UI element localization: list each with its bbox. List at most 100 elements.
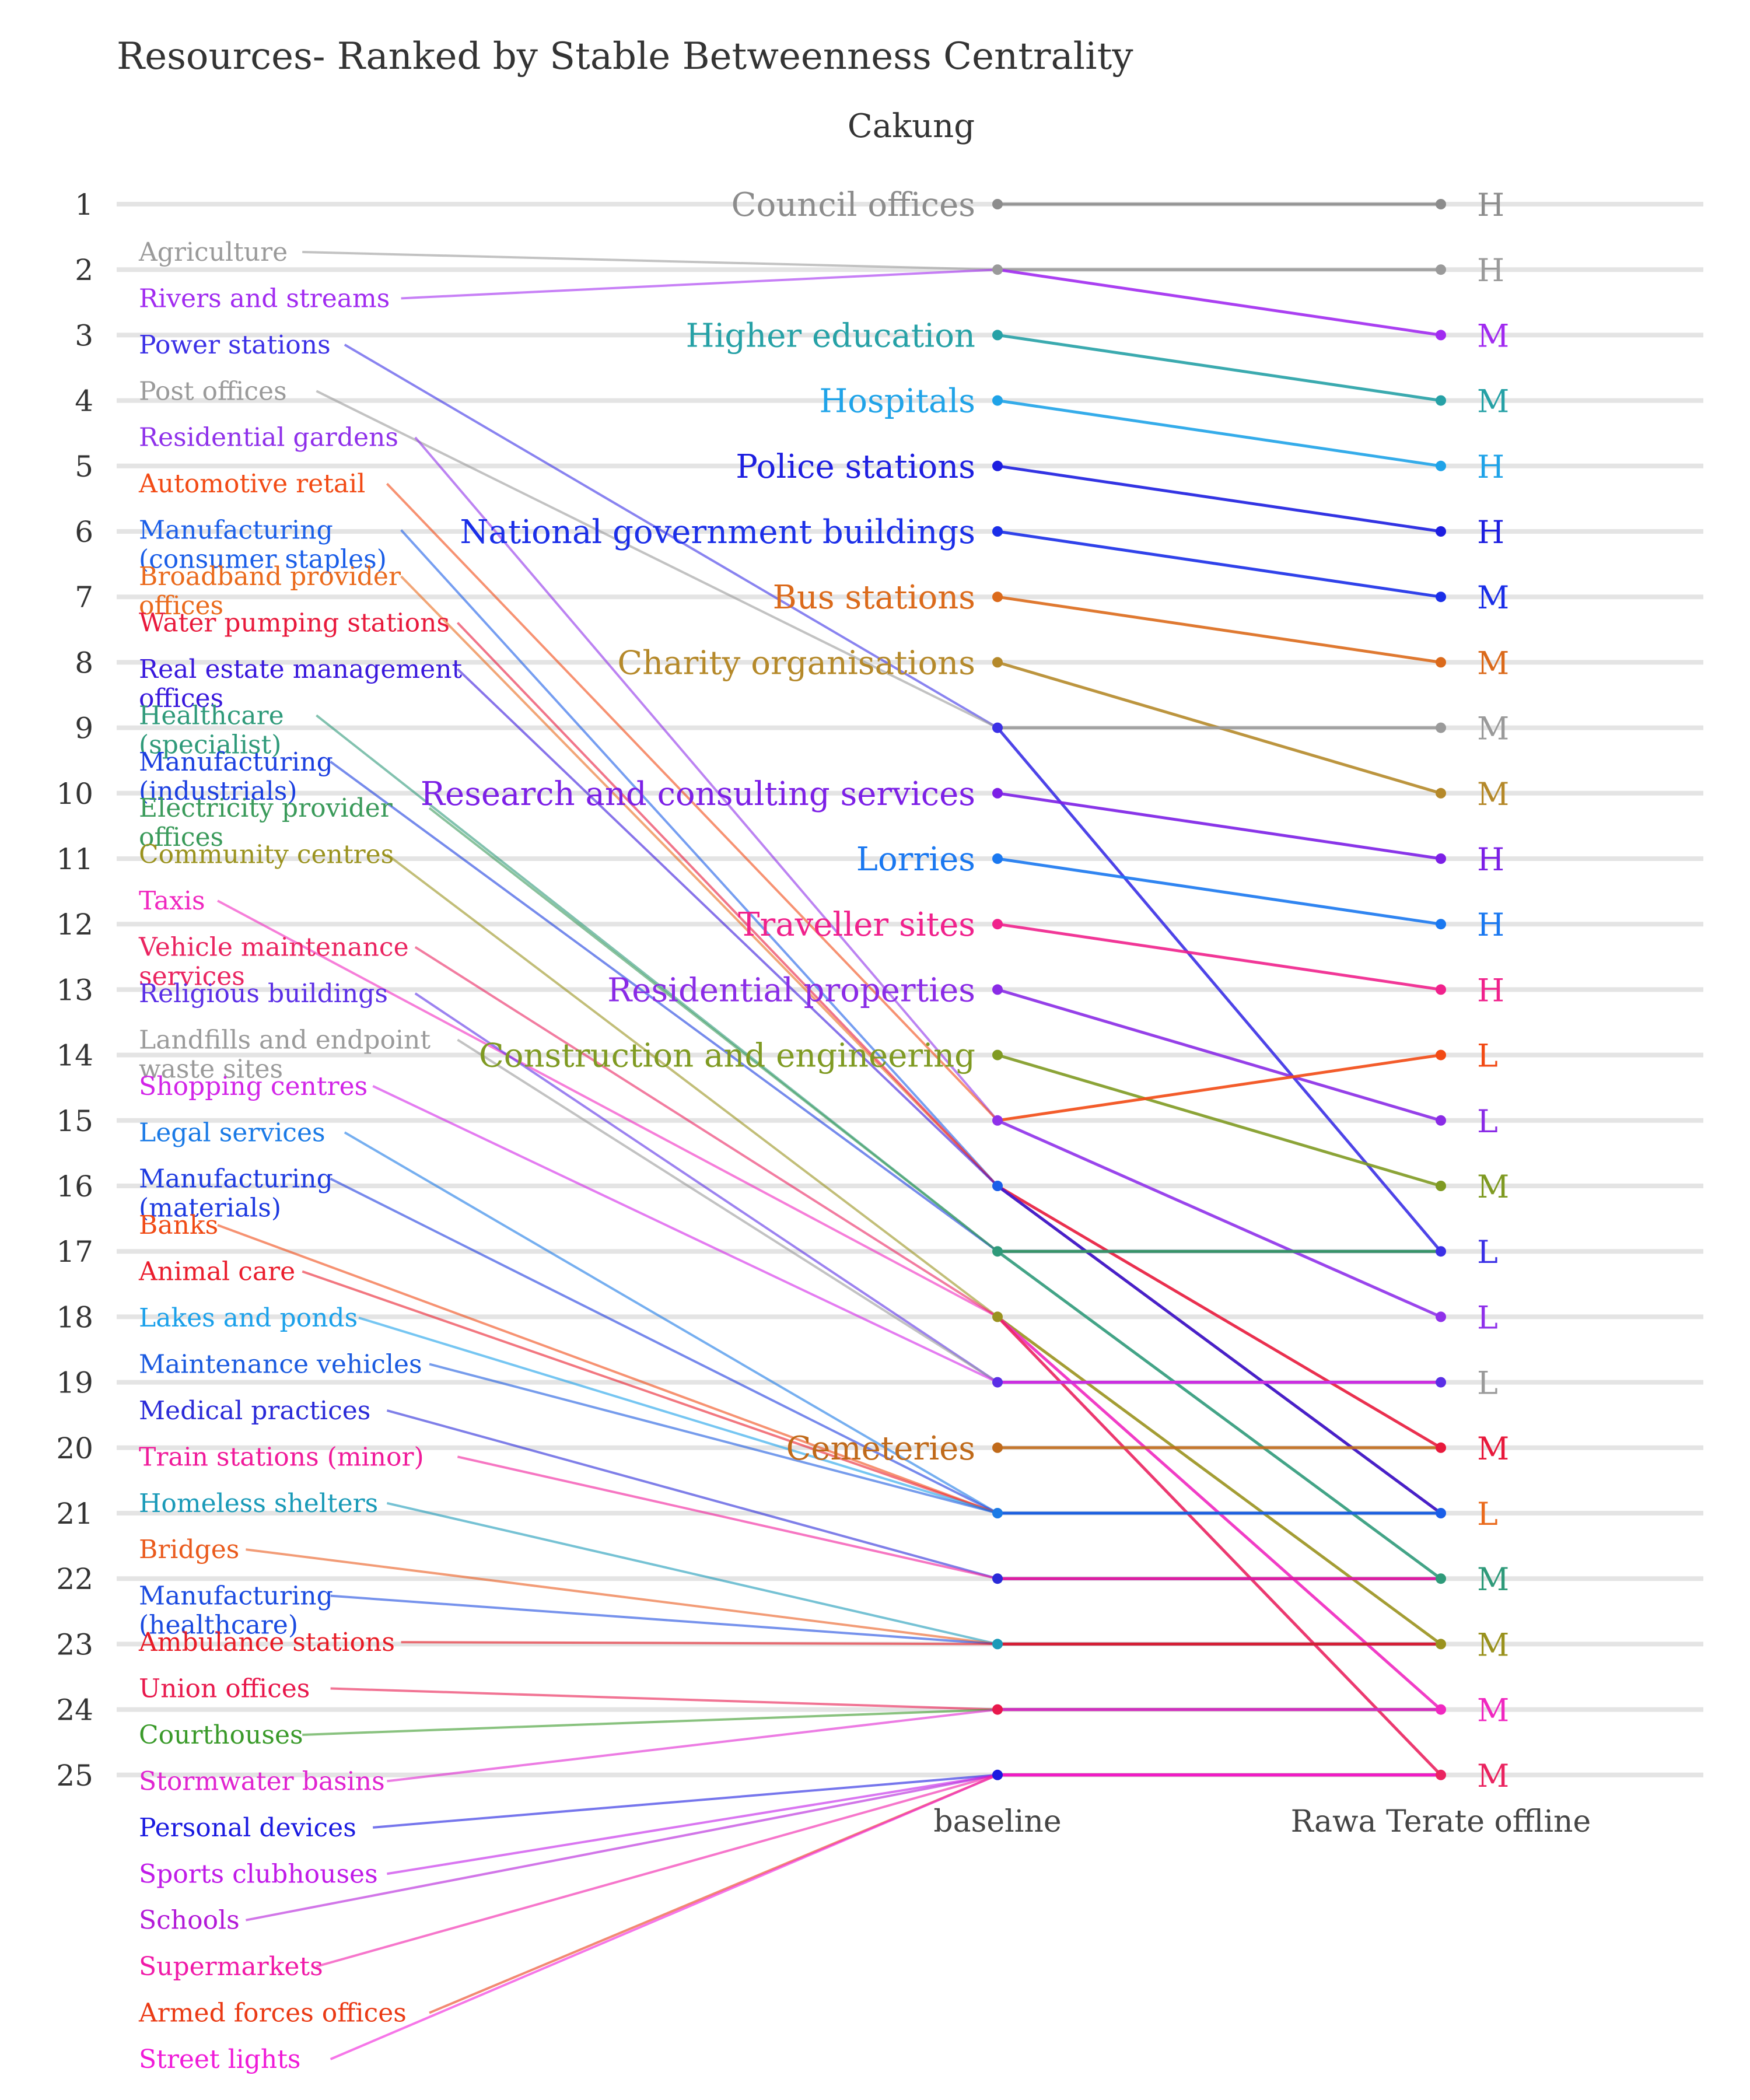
level-police-stations: H xyxy=(1477,514,1504,551)
slope-healthcare-specialist xyxy=(996,1250,1442,1580)
point-offline-15 xyxy=(1436,1115,1446,1126)
label-higher-education: Higher education xyxy=(686,317,975,355)
connector-homeless-shelters xyxy=(386,1502,998,1646)
level-power-stations: L xyxy=(1477,1234,1498,1270)
point-offline-12 xyxy=(1436,919,1446,930)
slope-real-estate-management-offices xyxy=(996,1184,1442,1515)
label-maintenance-vehicles: Maintenance vehicles xyxy=(139,1349,422,1379)
point-offline-3 xyxy=(1436,330,1446,341)
connector-religious-buildings xyxy=(414,992,999,1384)
label-sports-clubhouses: Sports clubhouses xyxy=(139,1859,378,1889)
connector-real-estate-management-offices xyxy=(457,668,999,1187)
label-construction-and-engineering: Construction and engineering xyxy=(479,1037,975,1075)
connector-residential-gardens xyxy=(414,436,999,1122)
point-offline-1 xyxy=(1436,199,1446,209)
y-tick-10: 10 xyxy=(56,777,93,811)
level-residential-gardens: L xyxy=(1477,1299,1498,1336)
y-tick-18: 18 xyxy=(56,1300,93,1334)
connector-electricity-provider-offices xyxy=(428,807,999,1252)
connector-manufacturing-healthcare xyxy=(330,1594,998,1646)
point-offline-4 xyxy=(1436,395,1446,406)
connector-power-stations xyxy=(344,344,999,729)
label-national-government-buildings: National government buildings xyxy=(460,513,975,551)
connector-supermarkets xyxy=(316,1773,998,1968)
level-construction-and-engineering: M xyxy=(1477,1168,1509,1205)
chart-subtitle: Cakung xyxy=(848,107,975,145)
point-offline-22 xyxy=(1436,1573,1446,1584)
level-water-pumping-stations: M xyxy=(1477,1430,1509,1467)
point-baseline-20 xyxy=(992,1442,1003,1453)
label-supermarkets: Supermarkets xyxy=(139,1952,323,1982)
level-taxis: M xyxy=(1477,1692,1509,1729)
label-banks: Banks xyxy=(139,1210,218,1240)
y-tick-17: 17 xyxy=(56,1235,93,1269)
slope-police-stations xyxy=(997,464,1441,533)
connector-banks xyxy=(217,1224,998,1514)
y-axis-ticks: 1234567891011121314151617181920212223242… xyxy=(56,188,93,1793)
connector-post-offices xyxy=(316,390,998,729)
label-electricity-provider-offices: Electricity provider offices xyxy=(139,793,393,852)
label-residential-gardens: Residential gardens xyxy=(139,423,398,453)
label-manufacturing-consumer-staples: Manufacturing (consumer staples) xyxy=(139,516,387,575)
point-offline-2 xyxy=(1436,264,1446,275)
point-offline-20 xyxy=(1436,1442,1446,1453)
slope-higher-education xyxy=(997,333,1441,402)
connector-maintenance-vehicles xyxy=(429,1363,998,1514)
connector-shopping-centres xyxy=(372,1085,998,1384)
point-offline-16 xyxy=(1436,1181,1446,1191)
x-tick-offline: Rawa Terate offline xyxy=(1291,1804,1591,1839)
point-baseline-23 xyxy=(992,1639,1003,1650)
point-offline-18 xyxy=(1436,1311,1446,1322)
connector-landfills-and-endpoint-waste-sites xyxy=(457,1038,999,1384)
point-baseline-21 xyxy=(992,1508,1003,1518)
y-tick-16: 16 xyxy=(56,1170,93,1203)
slope-community-centres xyxy=(996,1315,1442,1646)
level-vehicle-maintenance-services: M xyxy=(1477,1758,1509,1794)
label-hospitals: Hospitals xyxy=(819,383,975,421)
connector-stormwater-basins xyxy=(387,1708,998,1783)
y-tick-5: 5 xyxy=(75,450,93,484)
connector-street-lights xyxy=(330,1773,998,2060)
slope-traveller-sites xyxy=(997,922,1441,991)
connector-lakes-and-ponds xyxy=(358,1317,998,1514)
y-tick-1: 1 xyxy=(75,188,93,222)
slope-rivers-and-streams xyxy=(997,268,1441,337)
label-legal-services: Legal services xyxy=(139,1118,326,1147)
point-baseline-14 xyxy=(992,1049,1003,1060)
connector-medical-practices xyxy=(386,1409,998,1580)
label-charity-organisations: Charity organisations xyxy=(617,644,975,682)
connector-broadband-provider-offices xyxy=(400,575,999,1187)
label-union-offices: Union offices xyxy=(139,1674,310,1704)
point-baseline-10 xyxy=(992,788,1003,799)
point-baseline-18 xyxy=(992,1311,1003,1322)
point-offline-10 xyxy=(1436,788,1446,799)
label-police-stations: Police stations xyxy=(736,448,975,486)
y-tick-25: 25 xyxy=(56,1759,93,1793)
level-hospitals: H xyxy=(1477,449,1504,485)
label-lorries: Lorries xyxy=(856,841,975,878)
point-offline-5 xyxy=(1436,460,1446,471)
point-offline-17 xyxy=(1436,1246,1446,1257)
point-offline-13 xyxy=(1436,984,1446,995)
level-post-offices: M xyxy=(1477,710,1509,747)
slope-bus-stations xyxy=(997,595,1441,664)
label-personal-devices: Personal devices xyxy=(139,1813,356,1843)
label-lakes-and-ponds: Lakes and ponds xyxy=(139,1303,358,1333)
connector-taxis xyxy=(217,900,998,1318)
label-taxis: Taxis xyxy=(139,886,205,916)
connector-community-centres xyxy=(386,853,999,1318)
point-offline-25 xyxy=(1436,1769,1446,1780)
point-offline-19 xyxy=(1436,1377,1446,1388)
label-animal-care: Animal care xyxy=(138,1257,295,1287)
label-schools: Schools xyxy=(139,1906,240,1936)
y-tick-20: 20 xyxy=(56,1432,93,1465)
slope-vehicle-maintenance-services xyxy=(996,1315,1442,1776)
point-baseline-2 xyxy=(992,264,1003,275)
label-train-stations-minor: Train stations (minor) xyxy=(139,1442,424,1472)
connector-rivers-and-streams xyxy=(401,268,998,300)
y-tick-7: 7 xyxy=(75,580,93,614)
y-tick-3: 3 xyxy=(75,318,93,352)
slope-lorries xyxy=(997,857,1441,926)
label-street-lights: Street lights xyxy=(139,2045,301,2074)
slope-national-government-buildings xyxy=(997,530,1441,598)
